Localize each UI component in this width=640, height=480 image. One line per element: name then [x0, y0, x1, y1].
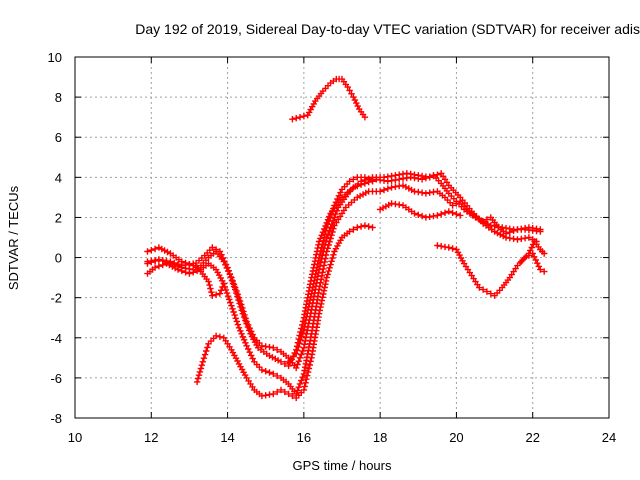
y-tick-label: -8 — [50, 411, 62, 426]
x-tick-label: 24 — [602, 430, 616, 445]
data-point-markers — [193, 222, 376, 402]
y-axis-label: SDTVAR / TECUs — [6, 185, 21, 290]
x-tick-label: 12 — [144, 430, 158, 445]
series-trace-5 — [144, 256, 227, 299]
data-point-markers — [434, 242, 548, 299]
data-point-markers — [144, 256, 227, 299]
y-tick-label: -4 — [50, 331, 62, 346]
x-tick-label: 20 — [449, 430, 463, 445]
x-tick-label: 18 — [373, 430, 387, 445]
series-trace-6 — [285, 174, 376, 365]
x-tick-label: 22 — [525, 430, 539, 445]
y-tick-label: 0 — [55, 251, 62, 266]
y-tick-label: 4 — [55, 170, 62, 185]
chart-title: Day 192 of 2019, Sidereal Day-to-day VTE… — [135, 21, 640, 37]
y-tick-label: 8 — [55, 90, 62, 105]
x-tick-label: 16 — [297, 430, 311, 445]
series-trace-4 — [193, 222, 376, 402]
data-point-markers — [518, 238, 548, 265]
y-tick-label: 2 — [55, 210, 62, 225]
plot-frame — [74, 56, 610, 419]
series-trace-7 — [376, 200, 464, 221]
series-trace-8 — [434, 242, 548, 299]
data-point-markers — [285, 174, 376, 365]
series-trace-10 — [289, 75, 369, 123]
x-tick-label: 10 — [68, 430, 82, 445]
data-point-markers — [376, 200, 464, 221]
series-trace-3 — [144, 182, 544, 398]
x-axis-label: GPS time / hours — [293, 458, 392, 473]
y-tick-label: -6 — [50, 371, 62, 386]
series-trace-9 — [518, 238, 548, 265]
data-point-markers — [289, 75, 369, 123]
y-tick-label: 10 — [48, 50, 62, 65]
y-tick-label: 6 — [55, 130, 62, 145]
data-point-markers — [144, 182, 544, 398]
data-series — [144, 75, 548, 402]
y-tick-label: -2 — [50, 291, 62, 306]
x-tick-label: 14 — [220, 430, 234, 445]
